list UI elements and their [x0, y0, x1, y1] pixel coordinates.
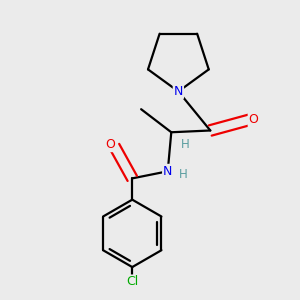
Text: N: N — [174, 85, 183, 98]
Text: H: H — [179, 168, 188, 181]
Text: H: H — [181, 138, 190, 151]
Text: O: O — [249, 113, 259, 126]
Text: Cl: Cl — [126, 275, 138, 289]
Text: O: O — [105, 138, 115, 151]
Text: N: N — [163, 165, 172, 178]
